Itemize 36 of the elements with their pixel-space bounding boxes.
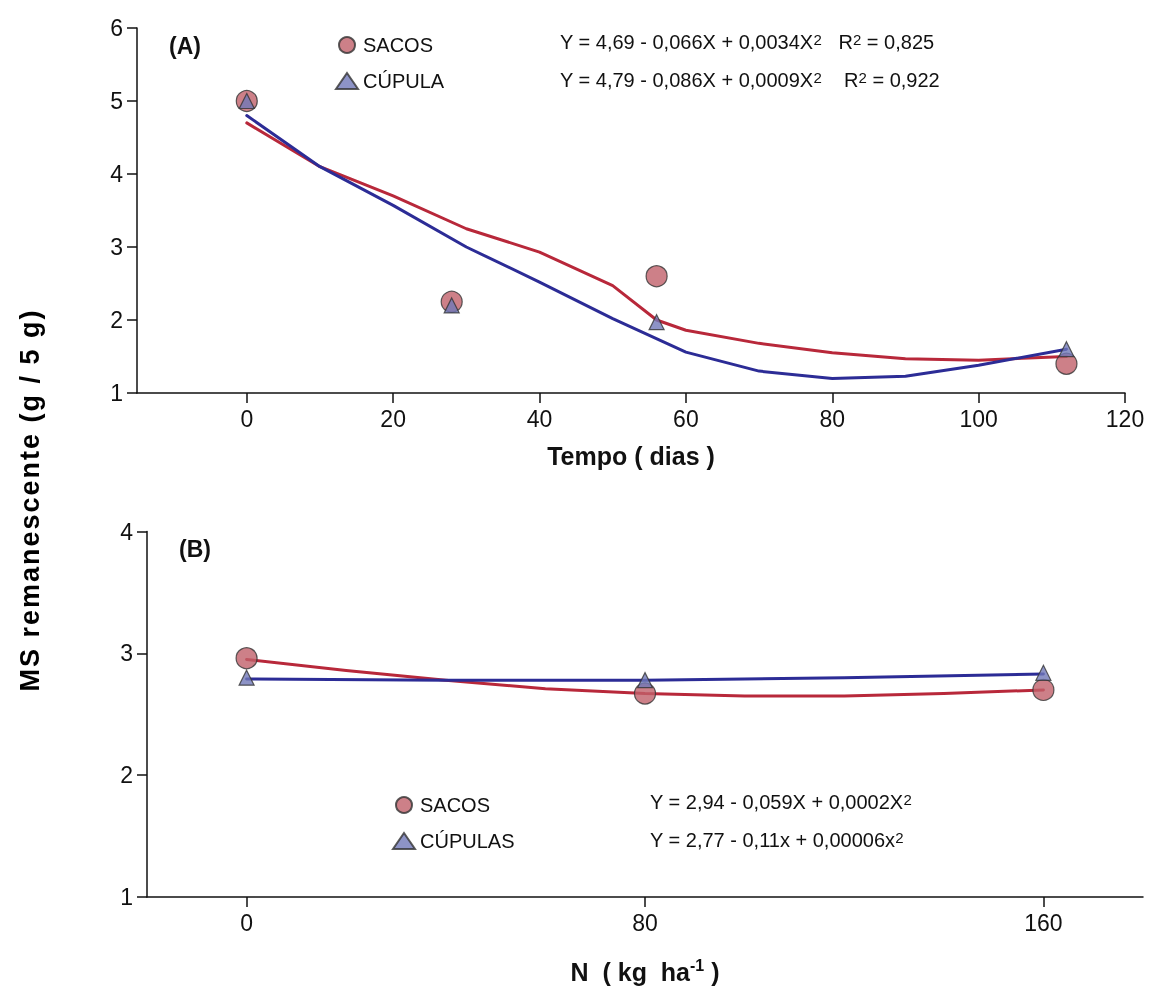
x-tick-label: 0 [240,405,254,432]
point [1035,664,1052,681]
x-tick-label: 100 [959,405,998,432]
x-tick-label: 80 [819,405,846,432]
y-tick-label: 2 [120,762,133,789]
point [238,669,255,686]
point [645,265,668,288]
x-tick-label: 80 [632,909,658,936]
x-tick-label: 120 [1105,405,1145,432]
y-tick-label: 5 [110,88,123,114]
x-tick-label: 20 [380,405,406,432]
y-tick-label: 1 [120,884,133,910]
y-tick-label: 3 [110,234,123,260]
legend-label: SACOS [420,794,491,816]
point [1032,678,1055,701]
point [235,647,258,670]
y-tick-label: 1 [110,380,123,406]
y-tick-label: 6 [110,15,123,41]
x-axis-title: Tempo ( dias ) [547,441,715,470]
y-tick-label: 4 [120,518,134,545]
chart-title: (A) [169,32,201,59]
y-tick-label: 3 [120,640,133,667]
legend-label: SACOS [363,34,434,56]
point [636,672,654,689]
legend-label: CÚPULA [363,70,445,92]
y-tick-label: 2 [110,307,123,333]
chart-title: (B) [179,535,211,562]
point [648,314,665,331]
x-tick-label: 160 [1024,909,1063,936]
point [1058,341,1075,358]
x-tick-label: 40 [526,405,553,432]
y-axis-title: MS remanescente (g / 5 g) [14,308,46,692]
y-tick-label: 4 [110,161,124,187]
x-tick-label: 0 [240,909,253,936]
x-tick-label: 60 [673,405,699,432]
legend-label: CÚPULAS [420,830,515,852]
